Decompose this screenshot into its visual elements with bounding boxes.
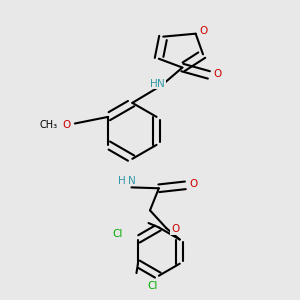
Text: O: O — [62, 120, 70, 130]
Text: CH₃: CH₃ — [39, 120, 58, 130]
Text: H: H — [150, 79, 158, 89]
Text: O: O — [199, 26, 207, 36]
Text: O: O — [213, 69, 221, 79]
Text: H: H — [118, 176, 126, 186]
Text: O: O — [190, 179, 198, 190]
Text: Cl: Cl — [112, 229, 123, 239]
Text: O: O — [171, 224, 179, 235]
Text: N: N — [128, 176, 135, 186]
Text: N: N — [157, 79, 165, 89]
Text: Cl: Cl — [148, 281, 158, 291]
